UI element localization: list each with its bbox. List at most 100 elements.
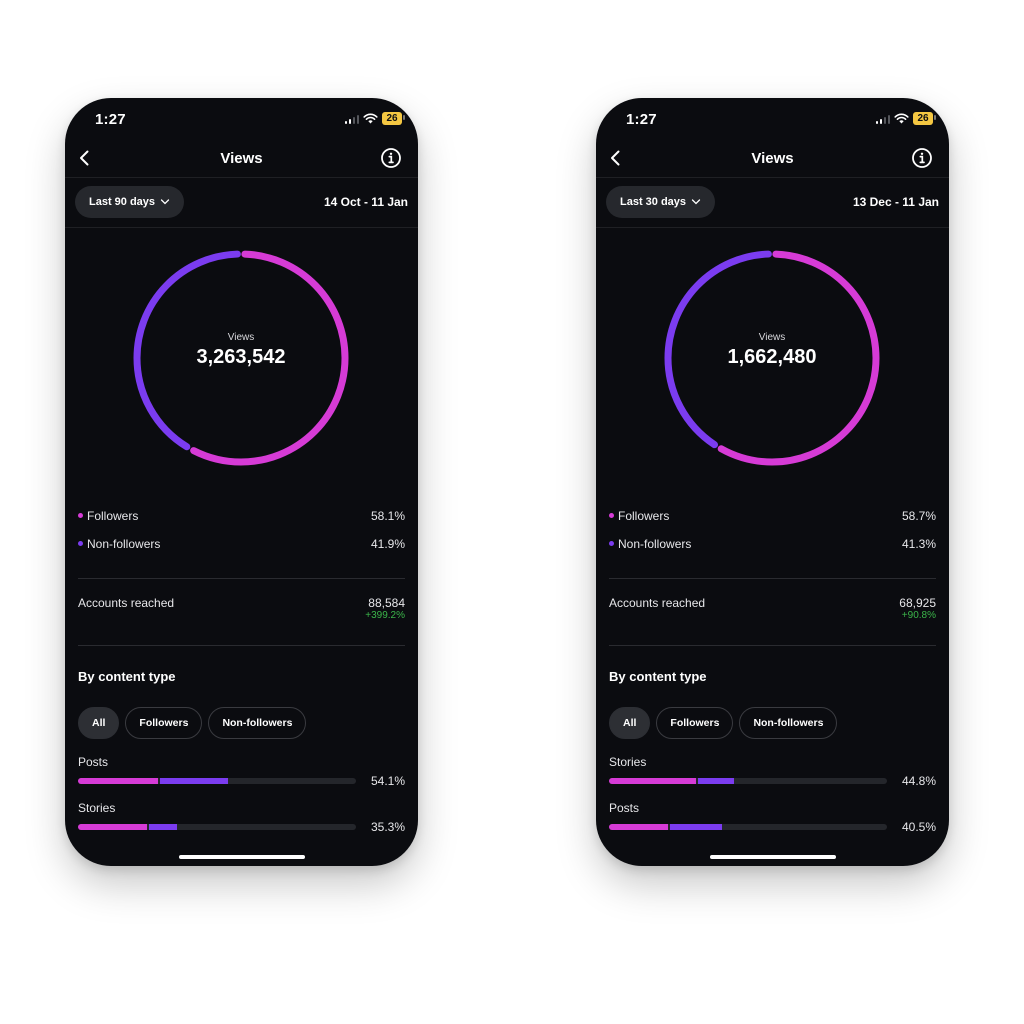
accounts-reached-change: +90.8%: [901, 610, 936, 621]
donut-segment-followers: [664, 250, 880, 466]
donut-label: Views: [227, 332, 255, 343]
info-icon: [912, 148, 932, 168]
legend-label: Non-followers: [618, 537, 692, 551]
section-title: By content type: [609, 669, 707, 684]
accounts-reached-label: Accounts reached: [609, 596, 706, 610]
content-type-bar: [78, 824, 356, 830]
bar-segment-followers: [609, 824, 668, 830]
donut-segment-non-followers: [133, 250, 349, 466]
non-followers-dot-icon: [609, 541, 614, 547]
donut-svg: [133, 250, 349, 466]
followers-dot-icon: [78, 513, 83, 519]
chevron-down-icon: [160, 199, 170, 205]
legend-followers: Followers 58.1%: [78, 509, 405, 527]
nav-bar: Views: [65, 138, 418, 178]
info-button[interactable]: [380, 147, 402, 169]
legend-label: Followers: [618, 509, 670, 523]
donut-label: Views: [758, 332, 786, 343]
donut-segment-followers: [133, 250, 349, 466]
date-range-dropdown-label: Last 90 days: [89, 196, 156, 208]
content-type-label: Posts: [609, 801, 640, 815]
accounts-reached-label: Accounts reached: [78, 596, 175, 610]
date-range-dropdown[interactable]: Last 90 days: [75, 186, 185, 218]
legend-label: Non-followers: [87, 537, 161, 551]
accounts-reached-change: +399.2%: [365, 610, 405, 621]
chip-non-followers[interactable]: Non-followers: [208, 707, 307, 739]
bar-segment-followers: [609, 778, 696, 784]
legend-followers: Followers 58.7%: [609, 509, 936, 527]
chip-non-followers[interactable]: Non-followers: [739, 707, 838, 739]
bar-segment-non-followers: [697, 778, 735, 784]
legend-non-followers: Non-followers 41.3%: [609, 537, 936, 555]
signal-icon: [344, 114, 359, 124]
status-bar: 1:27 26: [65, 98, 418, 138]
status-time: 1:27: [626, 111, 657, 128]
battery-icon: 26: [382, 112, 405, 125]
non-followers-dot-icon: [78, 541, 83, 547]
wifi-icon: [894, 113, 909, 124]
section-title: By content type: [78, 669, 176, 684]
status-time: 1:27: [95, 111, 126, 128]
chevron-left-icon: [611, 150, 620, 166]
date-range-dropdown-label: Last 30 days: [620, 196, 687, 208]
divider: [78, 578, 405, 579]
bar-segment-non-followers: [148, 824, 177, 830]
content-type-bar: [609, 824, 887, 830]
home-indicator[interactable]: [178, 855, 305, 859]
bar-segment-followers: [78, 824, 147, 830]
donut-svg: [664, 250, 880, 466]
donut-total-views: 3,263,542: [196, 346, 286, 368]
chevron-left-icon: [80, 150, 89, 166]
legend-non-followers: Non-followers 41.9%: [78, 537, 405, 555]
legend-pct: 41.9%: [370, 537, 405, 551]
content-filter-chips: All Followers Non-followers: [609, 707, 838, 739]
divider: [609, 645, 936, 646]
content-type-pct: 40.5%: [901, 820, 936, 834]
back-button[interactable]: [75, 148, 95, 168]
content-type-label: Posts: [78, 755, 109, 769]
range-row: Last 90 days 14 Oct - 11 Jan: [65, 186, 418, 228]
views-donut-chart: Views 3,263,542: [131, 248, 351, 468]
chevron-down-icon: [691, 199, 701, 205]
divider: [609, 578, 936, 579]
chip-all[interactable]: All: [609, 707, 651, 739]
page-title: Views: [751, 150, 794, 167]
legend-pct: 58.7%: [901, 509, 936, 523]
legend-label: Followers: [87, 509, 139, 523]
accounts-reached-value: 88,584: [368, 596, 405, 610]
content-type-pct: 44.8%: [901, 774, 936, 788]
phone-screen-right: 1:27 26 Views Last 30 days: [596, 98, 949, 866]
back-button[interactable]: [606, 148, 626, 168]
date-range-text: 13 Dec - 11 Jan: [852, 195, 939, 209]
content-type-pct: 35.3%: [370, 820, 405, 834]
info-button[interactable]: [911, 147, 933, 169]
bar-segment-non-followers: [669, 824, 722, 830]
bar-segment-followers: [78, 778, 158, 784]
chip-all[interactable]: All: [78, 707, 120, 739]
donut-segment-non-followers: [664, 250, 880, 466]
page-title: Views: [220, 150, 263, 167]
status-icons: 26: [344, 112, 405, 125]
content-type-label: Stories: [78, 801, 116, 815]
date-range-dropdown[interactable]: Last 30 days: [606, 186, 716, 218]
chip-followers[interactable]: Followers: [656, 707, 734, 739]
status-bar: 1:27 26: [596, 98, 949, 138]
range-row: Last 30 days 13 Dec - 11 Jan: [596, 186, 949, 228]
date-range-text: 14 Oct - 11 Jan: [323, 195, 408, 209]
divider: [78, 645, 405, 646]
content-type-pct: 54.1%: [370, 774, 405, 788]
info-icon: [381, 148, 401, 168]
chip-followers[interactable]: Followers: [125, 707, 203, 739]
content-type-bar: [78, 778, 356, 784]
wifi-icon: [363, 113, 378, 124]
phone-screen-left: 1:27 26 Views Last 90 days: [65, 98, 418, 866]
signal-icon: [875, 114, 890, 124]
legend-pct: 41.3%: [901, 537, 936, 551]
content-type-bar: [609, 778, 887, 784]
nav-bar: Views: [596, 138, 949, 178]
home-indicator[interactable]: [709, 855, 836, 859]
donut-total-views: 1,662,480: [727, 346, 817, 368]
battery-icon: 26: [913, 112, 936, 125]
content-filter-chips: All Followers Non-followers: [78, 707, 307, 739]
legend-pct: 58.1%: [370, 509, 405, 523]
